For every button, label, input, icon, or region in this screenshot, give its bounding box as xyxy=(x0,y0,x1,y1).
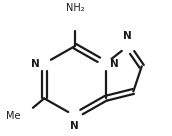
Text: Me: Me xyxy=(6,111,20,121)
Text: NH₂: NH₂ xyxy=(66,3,84,13)
Text: N: N xyxy=(110,59,119,69)
Text: N: N xyxy=(31,59,40,69)
Text: N: N xyxy=(71,121,79,131)
Text: N: N xyxy=(123,31,132,41)
